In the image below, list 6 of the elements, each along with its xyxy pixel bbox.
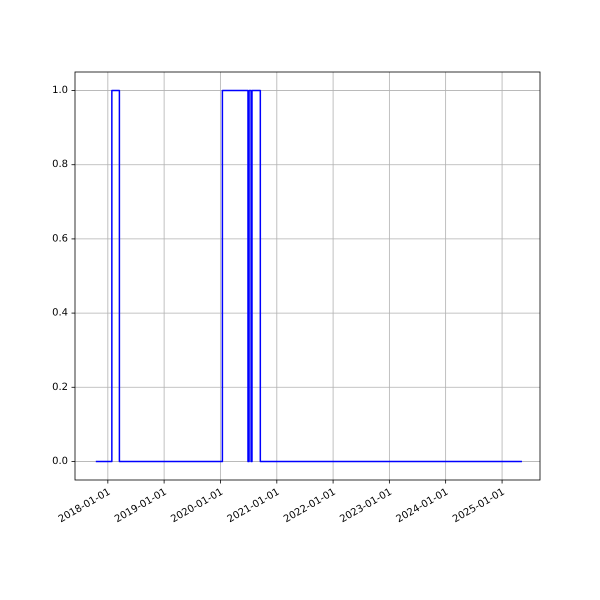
- y-tick-label: 0.0: [52, 456, 68, 467]
- y-tick-label: 1.0: [52, 85, 68, 96]
- y-tick-label: 0.6: [52, 233, 68, 244]
- y-tick-label: 0.8: [52, 159, 68, 170]
- y-tick-label: 0.2: [52, 382, 68, 393]
- y-tick-label: 0.4: [52, 308, 68, 319]
